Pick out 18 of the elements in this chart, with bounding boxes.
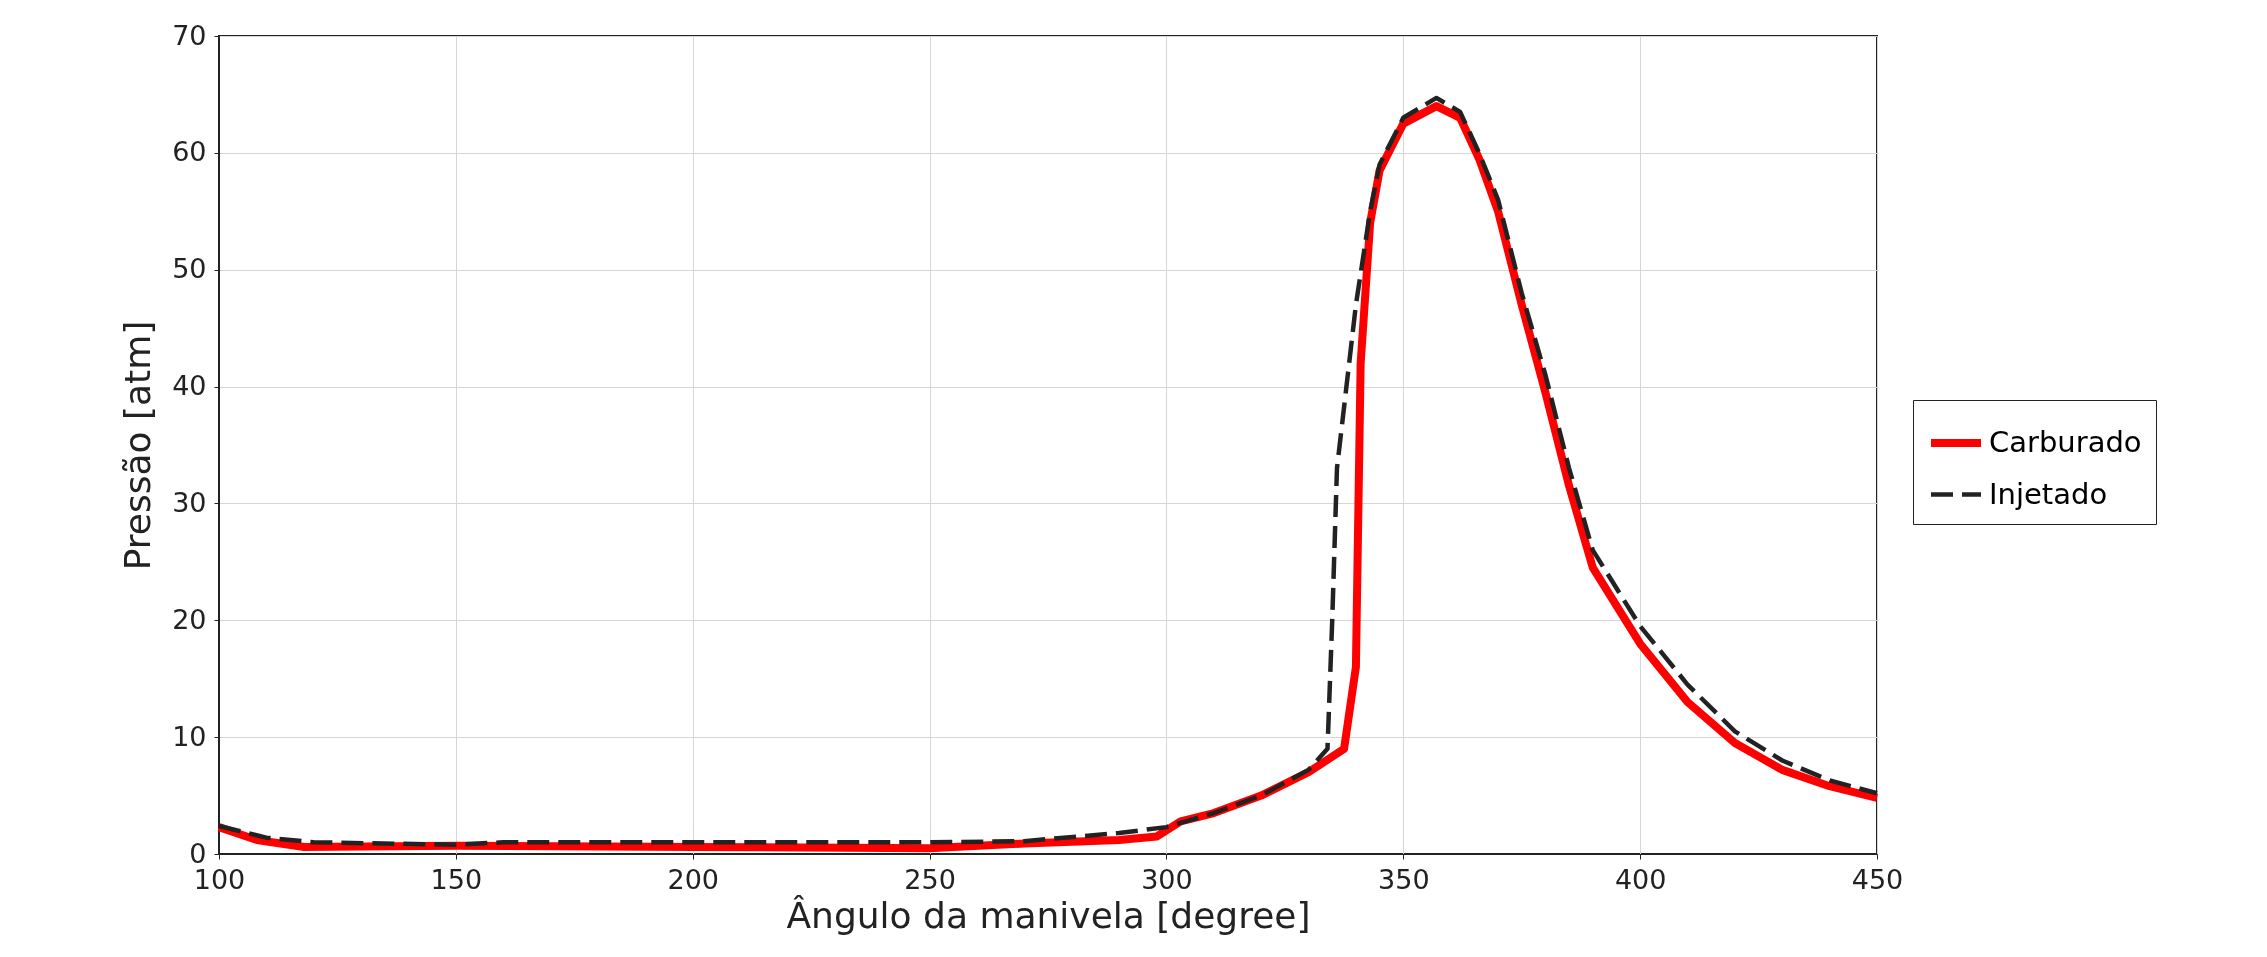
- y-tick-label: 10: [172, 720, 207, 752]
- y-tick-label: 70: [172, 19, 207, 51]
- legend-label: Injetado: [1989, 476, 2108, 511]
- x-tick-label: 400: [1614, 863, 1667, 895]
- x-tick-label: 450: [1851, 863, 1904, 895]
- x-tick-label: 200: [667, 863, 719, 895]
- legend-label: Carburado: [1989, 425, 2142, 459]
- x-tick-label: 150: [430, 863, 483, 895]
- y-tick-label: 60: [172, 136, 207, 168]
- y-axis-title: Pressão [atm]: [117, 320, 159, 571]
- x-tick-label: 350: [1378, 863, 1430, 895]
- x-axis-title: Ângulo da manivela [degree]: [786, 894, 1311, 936]
- x-tick-label: 250: [904, 863, 956, 895]
- x-tick-label: 300: [1141, 863, 1193, 895]
- y-tick-label: 30: [172, 486, 207, 518]
- y-tick-label: 20: [172, 603, 207, 635]
- y-tick-label: 40: [172, 370, 207, 402]
- y-tick-label: 50: [172, 253, 207, 285]
